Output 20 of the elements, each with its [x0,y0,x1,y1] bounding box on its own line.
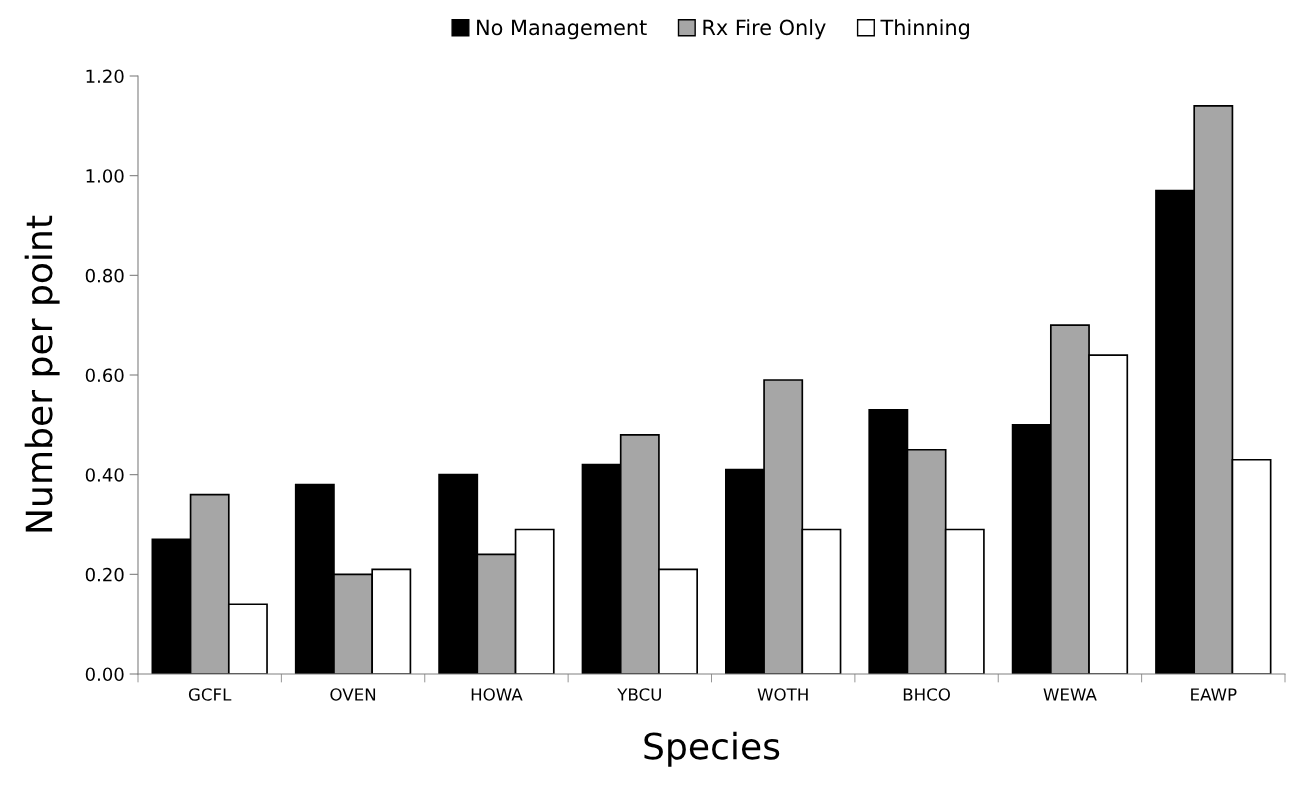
y-tick-label: 1.00 [86,169,124,183]
x-tick-label: EAWP [1191,688,1237,701]
y-axis-title: Number per point [24,215,60,532]
x-axis-title: Species [644,731,780,767]
y-tick-label: 0.20 [85,567,124,582]
y-tick-label: 0.60 [85,368,124,383]
y-tick-label: 0.00 [85,667,124,682]
x-tick-label: OVEN [330,688,376,701]
x-tick-label: HOWA [471,688,523,701]
x-tick-label: GCFL [188,688,232,701]
x-tick-label: WEWA [1043,688,1097,701]
legend-label: Thinning [880,19,969,40]
y-tick-label: 1.20 [86,69,124,84]
legend-label: Rx Fire Only [703,19,826,40]
x-tick-label: BHCO [903,688,950,701]
y-tick-label: 0.80 [85,268,124,283]
x-tick-label: WOTH [757,688,808,701]
legend-label: No Management [477,19,647,40]
x-tick-label: YBCU [617,688,661,701]
y-tick-label: 0.40 [85,468,124,482]
